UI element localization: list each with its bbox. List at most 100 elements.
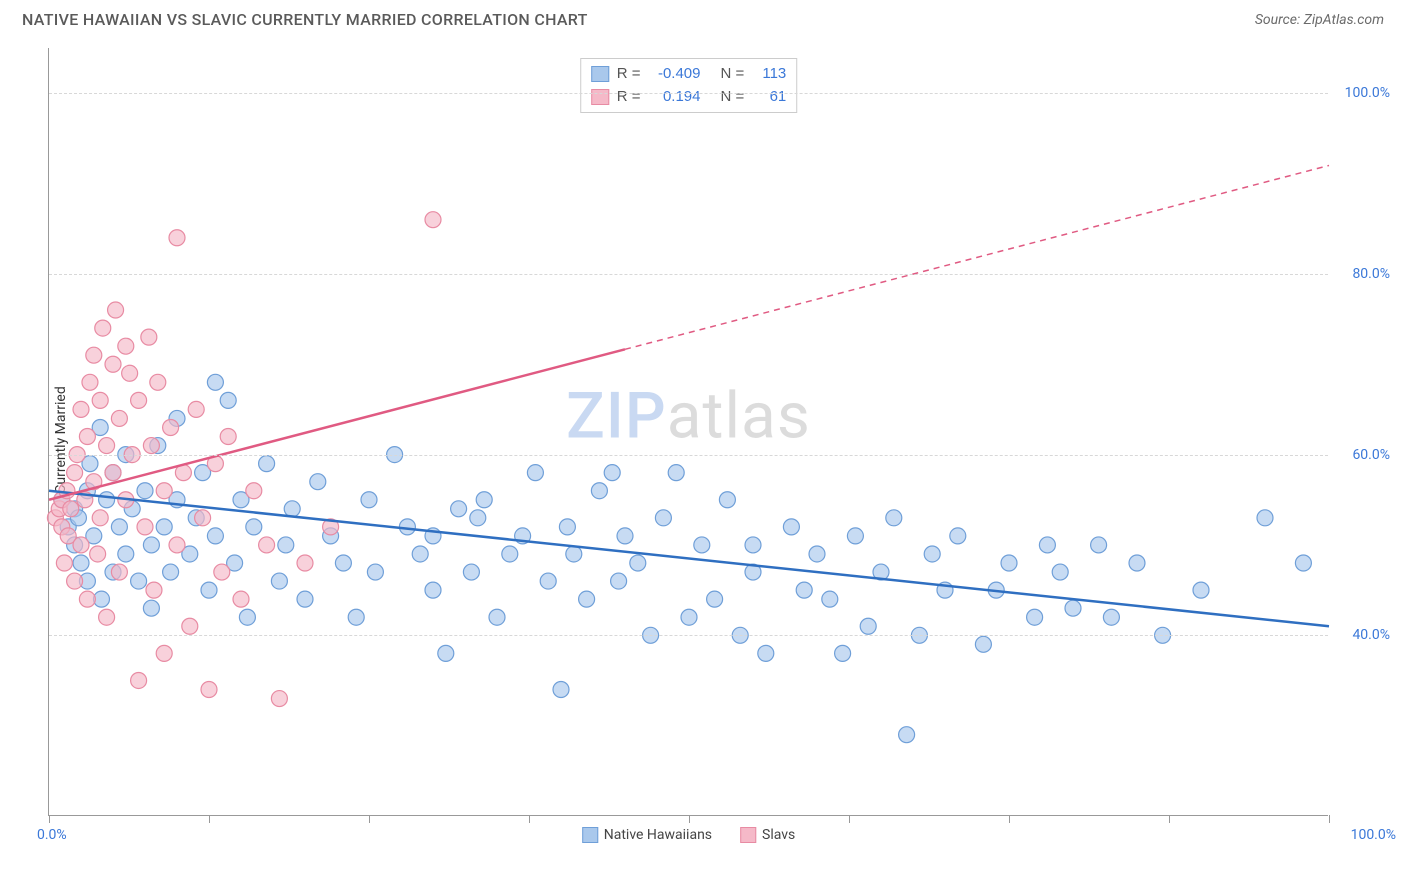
scatter-point [137, 519, 153, 535]
scatter-point [169, 230, 185, 246]
legend-swatch [591, 89, 609, 105]
stats-r-value: -0.409 [649, 63, 701, 86]
scatter-point [143, 438, 159, 454]
scatter-point [86, 347, 102, 363]
stats-r-label: R = [617, 86, 641, 109]
scatter-point [367, 564, 383, 580]
scatter-point [99, 609, 115, 625]
scatter-point [758, 645, 774, 661]
scatter-point [278, 537, 294, 553]
scatter-point [156, 519, 172, 535]
bottom-legend: Native HawaiiansSlavs [582, 827, 796, 843]
scatter-point [1129, 555, 1145, 571]
scatter-point [156, 483, 172, 499]
scatter-point [694, 537, 710, 553]
scatter-point [284, 501, 300, 517]
x-tick [1169, 815, 1170, 823]
scatter-point [1103, 609, 1119, 625]
scatter-point [188, 401, 204, 417]
scatter-point [99, 438, 115, 454]
scatter-point [1193, 582, 1209, 598]
scatter-point [361, 492, 377, 508]
stats-row: R =-0.409N =113 [591, 63, 787, 86]
scatter-point [604, 465, 620, 481]
scatter-point [92, 510, 108, 526]
scatter-point [137, 483, 153, 499]
scatter-point [73, 537, 89, 553]
scatter-point [143, 537, 159, 553]
scatter-point [143, 600, 159, 616]
x-tick [49, 815, 50, 823]
legend-swatch [740, 827, 756, 843]
scatter-point [131, 392, 147, 408]
scatter-point [297, 555, 313, 571]
scatter-point [950, 528, 966, 544]
scatter-point [438, 645, 454, 661]
scatter-point [207, 528, 223, 544]
scatter-point [412, 546, 428, 562]
scatter-point [246, 519, 262, 535]
scatter-point [835, 645, 851, 661]
scatter-point [90, 546, 106, 562]
scatter-point [822, 591, 838, 607]
scatter-point [579, 591, 595, 607]
scatter-point [201, 682, 217, 698]
scatter-point [502, 546, 518, 562]
scatter-point [118, 546, 134, 562]
scatter-point [591, 483, 607, 499]
gridline [49, 455, 1328, 456]
scatter-point [111, 410, 127, 426]
chart-header: NATIVE HAWAIIAN VS SLAVIC CURRENTLY MARR… [0, 0, 1406, 33]
scatter-point [150, 374, 166, 390]
scatter-point [220, 429, 236, 445]
scatter-point [73, 555, 89, 571]
y-tick-label: 60.0% [1352, 447, 1390, 463]
x-tick [849, 815, 850, 823]
scatter-point [611, 573, 627, 589]
scatter-point [297, 591, 313, 607]
scatter-point [233, 591, 249, 607]
chart-plot-area: Currently Married ZIPatlas R =-0.409N =1… [48, 48, 1328, 816]
x-tick [1009, 815, 1010, 823]
scatter-point [156, 645, 172, 661]
scatter-point [56, 555, 72, 571]
scatter-point [476, 492, 492, 508]
legend-swatch [582, 827, 598, 843]
scatter-point [163, 564, 179, 580]
scatter-point [489, 609, 505, 625]
scatter-point [99, 492, 115, 508]
scatter-point [131, 672, 147, 688]
scatter-point [809, 546, 825, 562]
correlation-stats-box: R =-0.409N =113R =0.194N =61 [580, 58, 798, 113]
scatter-point [527, 465, 543, 481]
scatter-point [463, 564, 479, 580]
scatter-point [239, 609, 255, 625]
scatter-point [1039, 537, 1055, 553]
scatter-point [335, 555, 351, 571]
legend-label: Slavs [762, 827, 795, 843]
chart-title: NATIVE HAWAIIAN VS SLAVIC CURRENTLY MARR… [22, 10, 588, 29]
stats-n-label: N = [721, 86, 745, 109]
scatter-point [79, 429, 95, 445]
y-tick-label: 80.0% [1352, 266, 1390, 282]
scatter-point [566, 546, 582, 562]
scatter-point [214, 564, 230, 580]
legend-swatch [591, 66, 609, 82]
scatter-point [860, 618, 876, 634]
scatter-point [655, 510, 671, 526]
scatter-point [470, 510, 486, 526]
y-tick-label: 100.0% [1345, 85, 1390, 101]
stats-r-label: R = [617, 63, 641, 86]
scatter-point [73, 401, 89, 417]
scatter-point [67, 465, 83, 481]
scatter-point [668, 465, 684, 481]
scatter-point [899, 727, 915, 743]
scatter-point [310, 474, 326, 490]
scatter-point [271, 691, 287, 707]
legend-item: Slavs [740, 827, 795, 843]
scatter-point [220, 392, 236, 408]
stats-n-value: 113 [752, 63, 786, 86]
scatter-point [259, 537, 275, 553]
stats-n-value: 61 [752, 86, 786, 109]
scatter-point [207, 374, 223, 390]
